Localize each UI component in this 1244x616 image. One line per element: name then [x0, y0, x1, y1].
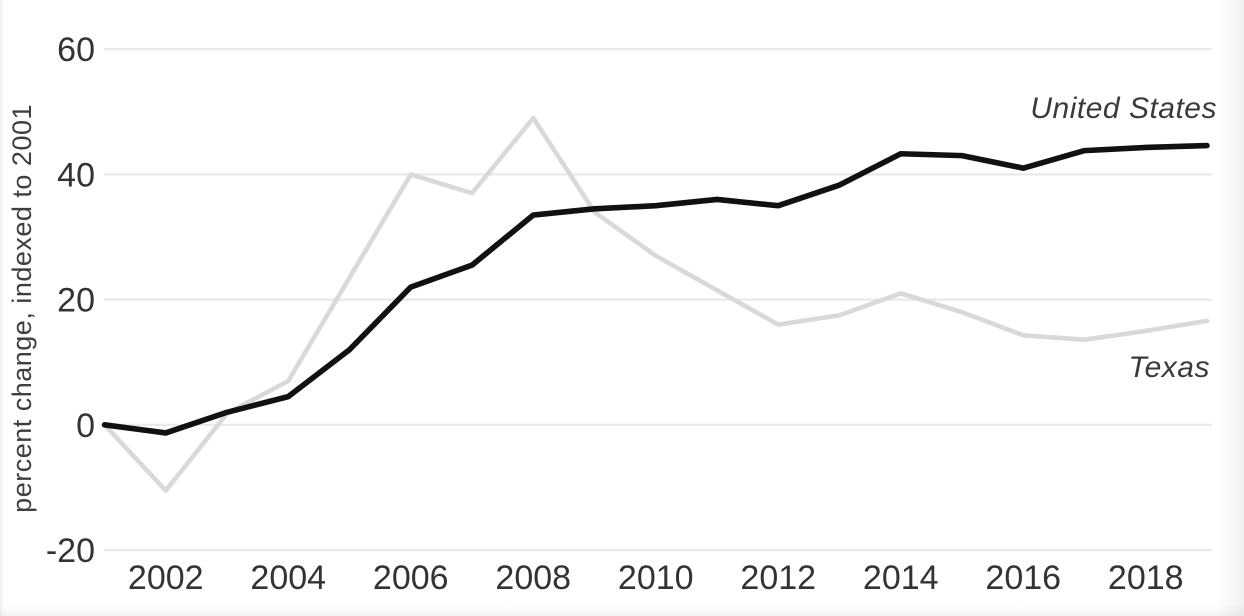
x-tick-label-2018: 2018: [1108, 559, 1184, 597]
gridlines: [104, 48, 1212, 552]
series-label-texas: Texas: [1128, 351, 1210, 384]
series-line-texas: [102, 115, 1210, 493]
x-tick-label-2016: 2016: [985, 559, 1061, 597]
y-tick-label-40: 40: [57, 156, 95, 194]
series-label-united-states: United States: [1030, 92, 1217, 125]
x-axis-tick-labels: 2002 2004 2006 2008 2010 2012 2014 2016 2018: [128, 559, 1184, 597]
series-line-united-states: [101, 142, 1210, 436]
y-tick-label-0: 0: [76, 407, 95, 445]
x-tick-label-2008: 2008: [495, 559, 571, 597]
x-tick-label-2014: 2014: [863, 559, 939, 597]
series-lines: [101, 115, 1210, 493]
y-tick-label--20: -20: [46, 532, 95, 570]
y-tick-label-60: 60: [57, 31, 95, 69]
x-tick-label-2006: 2006: [373, 559, 449, 597]
y-tick-label-20: 20: [57, 282, 95, 320]
x-tick-label-2004: 2004: [250, 559, 326, 597]
x-tick-label-2010: 2010: [618, 559, 694, 597]
x-tick-label-2012: 2012: [740, 559, 816, 597]
y-axis-tick-labels: 60 40 20 0 -20: [46, 31, 95, 570]
x-tick-label-2002: 2002: [128, 559, 204, 597]
